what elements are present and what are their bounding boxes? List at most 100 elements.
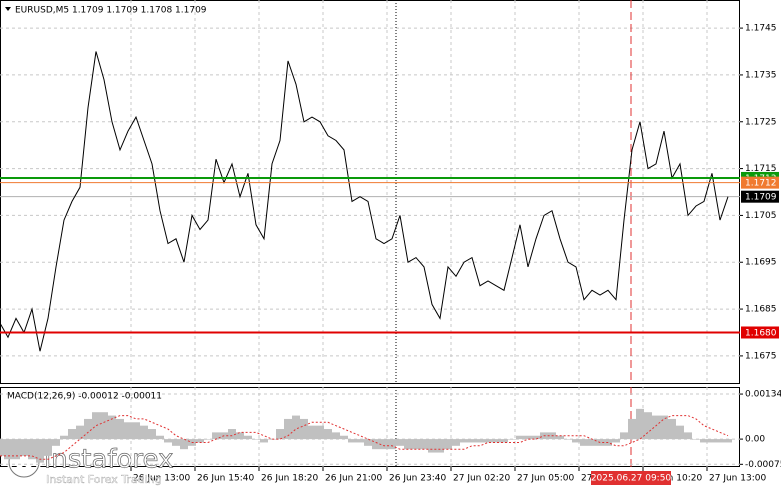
time-highlight-label: 2025.06.27 09:50 [591, 474, 672, 484]
logo-brand: instaforex [44, 445, 173, 475]
y-tick-label: 1.1715 [745, 164, 777, 174]
macd-bar [500, 439, 508, 443]
macd-bar [508, 439, 516, 440]
macd-bar [164, 439, 172, 443]
macd-bar [564, 439, 572, 440]
x-tick-label: 26 Jun 15:40 [197, 474, 254, 484]
y-tick-label: 0.00 [745, 435, 765, 445]
macd-bar [388, 439, 396, 450]
macd-bar [324, 429, 332, 440]
y-tick-label: 1.1745 [745, 24, 777, 34]
macd-bar [100, 412, 108, 440]
macd-bar [652, 415, 660, 440]
macd-bar [36, 439, 44, 463]
macd-bar [444, 439, 452, 450]
pane-frame [0, 387, 740, 467]
y-tick-label: 1.1695 [745, 258, 777, 268]
macd-bar [108, 415, 116, 440]
macd-bar [4, 439, 12, 460]
macd-bar [292, 415, 300, 440]
y-tick-label: -0.00075 [745, 460, 781, 470]
pane-frame [0, 0, 740, 384]
macd-bar [180, 439, 188, 450]
y-tick-label: 1.1705 [745, 211, 777, 221]
macd-bar [68, 429, 76, 440]
macd-bar [612, 439, 620, 443]
level-label: 1.1712 [745, 179, 777, 189]
level-box [741, 176, 779, 189]
macd-bar [252, 439, 260, 440]
macd-bar [204, 439, 212, 440]
macd-bar [724, 439, 732, 443]
last-price-box [741, 190, 779, 203]
macd-bar [420, 439, 428, 450]
macd-bar [12, 439, 20, 460]
x-tick-label: 27 Jun 05:00 [517, 474, 574, 484]
macd-bar [268, 439, 276, 440]
x-tick-label: 27 Jun 02:20 [453, 474, 510, 484]
y-tick-label: 0.00134 [745, 390, 781, 400]
macd-bar [212, 432, 220, 440]
macd-bar [372, 439, 380, 450]
macd-bar [636, 408, 644, 440]
x-tick-label: 26 Jun 18:20 [261, 474, 318, 484]
macd-bar [492, 439, 500, 443]
macd-bar [236, 432, 244, 440]
macd-bar [332, 432, 340, 440]
macd-title: MACD(12,26,9) -0.00012 -0.00011 [7, 392, 162, 402]
macd-bar [516, 435, 524, 440]
macd-bar [340, 435, 348, 440]
macd-bar [228, 429, 236, 440]
macd-bar [628, 418, 636, 440]
macd-bar [316, 425, 324, 440]
macd-bar [172, 439, 180, 446]
macd-bar [20, 439, 28, 456]
macd-bar [412, 439, 420, 450]
macd-bar [60, 435, 68, 440]
macd-bar [364, 439, 372, 446]
macd-bar [692, 439, 700, 440]
macd-bar [28, 439, 36, 460]
macd-bar [148, 429, 156, 440]
macd-bar [308, 425, 316, 440]
macd-bar [572, 439, 580, 443]
signal-line [0, 415, 729, 460]
macd-bar [44, 439, 52, 456]
macd-bar [676, 425, 684, 440]
y-tick-label: 1.1725 [745, 117, 777, 127]
macd-bar [156, 435, 164, 440]
macd-bar [524, 435, 532, 440]
macd-bar [380, 439, 388, 450]
macd-bar [588, 439, 596, 446]
macd-bar [76, 425, 84, 440]
macd-bar [700, 439, 708, 443]
price-line [0, 51, 729, 352]
macd-bar [124, 422, 132, 440]
macd-bar [116, 418, 124, 440]
y-tick-label: 1.1675 [745, 351, 777, 361]
chart-title: EURUSD,M5 1.1709 1.1709 1.1708 1.1709 [15, 6, 207, 16]
macd-bar [260, 439, 268, 443]
macd-bar [476, 439, 484, 443]
title-marker [5, 7, 11, 11]
x-tick-label: 27 Jun 10:20 [645, 474, 702, 484]
macd-bar [644, 412, 652, 440]
logo-tagline: Instant Forex Trading [46, 473, 162, 486]
y-tick-label: 1.1735 [745, 70, 777, 80]
macd-bar [460, 439, 468, 443]
macd-bar [684, 432, 692, 440]
macd-bar [404, 439, 412, 450]
level-label: 1.1680 [745, 328, 777, 338]
macd-bar [620, 432, 628, 440]
macd-bar [660, 415, 668, 440]
macd-bar [0, 439, 4, 456]
macd-bar [580, 439, 588, 446]
macd-bar [436, 439, 444, 453]
macd-bar [244, 435, 252, 440]
macd-bar [468, 439, 476, 443]
macd-bar [428, 439, 436, 453]
macd-bar [52, 439, 60, 446]
macd-bar [348, 439, 356, 443]
